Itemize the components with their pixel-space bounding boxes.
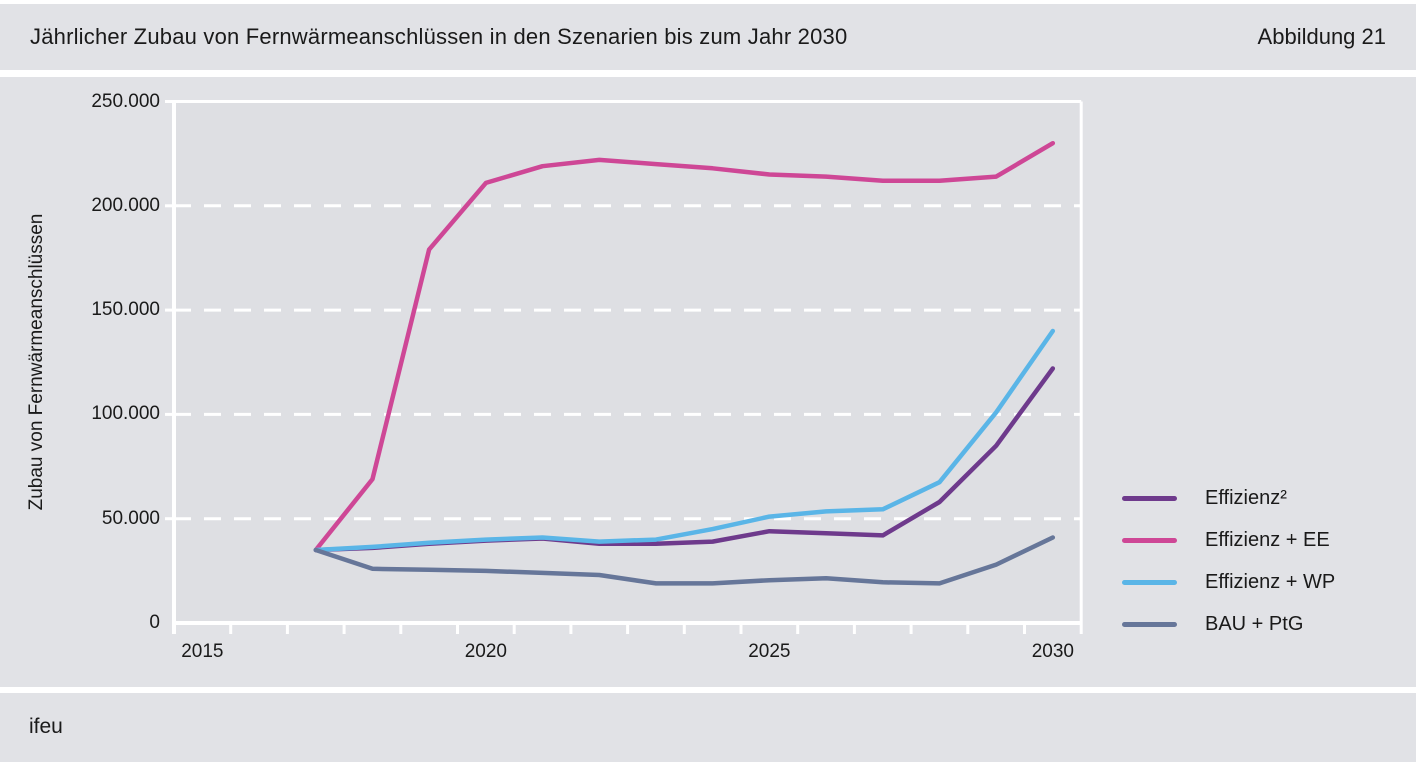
series-line-effizienz-ee [313,140,1056,553]
y-tick-label: 150.000 [91,299,160,321]
figure-footer: ifeu [0,693,1416,762]
legend-label: BAU + PtG [1205,612,1304,635]
legend-label: Effizienz + WP [1205,570,1336,593]
series-line-effizienz-wp [313,328,1056,553]
legend-line-swatch [1122,621,1177,627]
y-tick-label: 250.000 [91,90,160,112]
legend-line-swatch [1122,495,1177,501]
x-tick-label: 2025 [748,641,791,662]
y-tick-label: 0 [149,612,160,633]
x-tick-label: 2015 [181,641,224,662]
legend-label: Effizienz² [1205,486,1287,509]
chart-svg [165,100,1083,634]
chart-panel: Zubau von Fernwärmeanschlüssen 0 50.000 10… [0,77,1416,687]
y-tick-label: 100.000 [91,403,160,425]
figure-title: Jährlicher Zubau von Fernwärmeanschlüsse… [30,24,848,49]
series-line-bau-ptg [313,535,1056,586]
legend-item-effizienz-ee: Effizienz + EE [1122,519,1335,561]
legend-line-swatch [1122,537,1177,543]
x-tick-label: 2020 [464,641,507,662]
figure-header: Jährlicher Zubau von Fernwärmeanschlüsse… [0,4,1416,70]
legend-item-effizienz2: Effizienz² [1122,477,1335,519]
legend-label: Effizienz + EE [1205,528,1330,551]
source-label: ifeu [29,715,63,738]
legend-line-swatch [1122,579,1177,585]
figure-number: Abbildung 21 [1257,24,1386,49]
y-axis-title: Zubau von Fernwärmeanschlüssen [26,213,47,511]
legend-item-bau-ptg: BAU + PtG [1122,603,1335,645]
y-tick-label: 50.000 [101,507,160,529]
chart-legend: Effizienz² Effizienz + EE Effizienz + WP BA… [1122,477,1335,645]
x-tick-label: 2030 [1031,641,1074,662]
y-tick-label: 200.000 [91,194,160,216]
legend-item-effizienz-wp: Effizienz + WP [1122,561,1335,603]
